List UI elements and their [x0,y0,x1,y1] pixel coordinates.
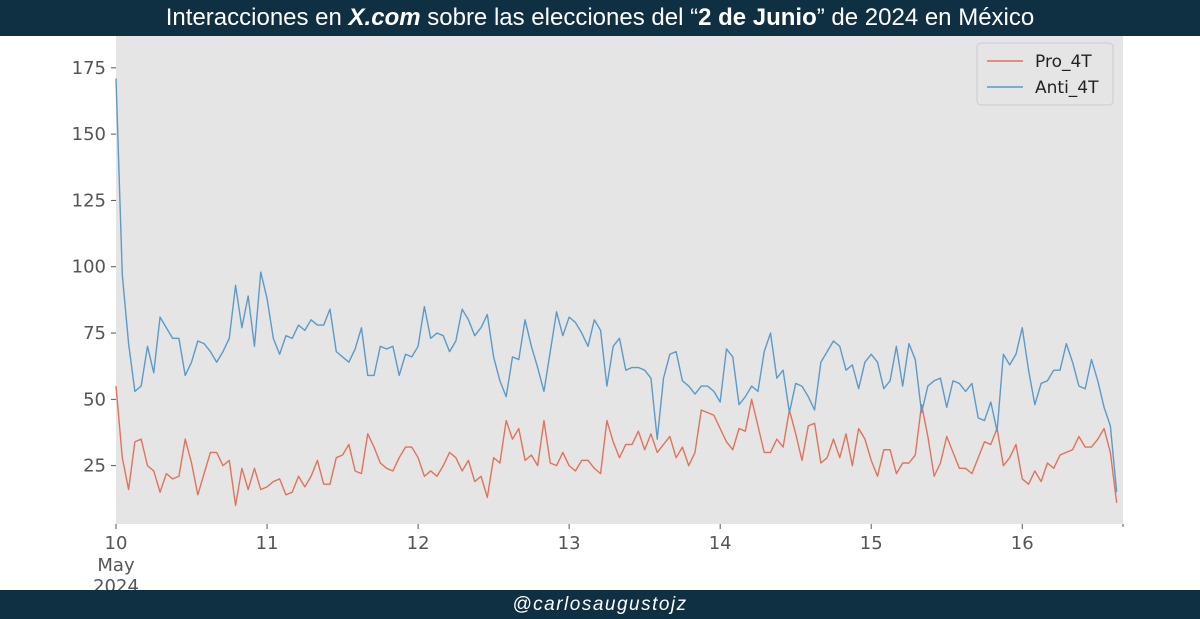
title-text-part5: ” de 2024 en México [816,4,1035,31]
x-tick-label: 15 [860,533,883,554]
footer-bar: @carlosaugustojz [0,590,1200,619]
y-tick-label: 125 [72,190,106,211]
x-tick-sublabel-month: May [97,555,135,576]
legend-box [976,42,1114,106]
title-text-brand: X.com [348,4,421,31]
x-tick-sublabel-year: 2024 [93,576,139,590]
x-tick-label: 16 [1011,533,1034,554]
y-tick-label: 175 [72,58,106,79]
y-tick-label: 100 [72,257,106,278]
legend-label-pro-4t: Pro_4T [1035,52,1092,72]
author-handle: @carlosaugustojz [512,594,688,615]
title-text-part3: sobre las elecciones del “ [420,4,699,31]
x-tick-label: 11 [256,533,279,554]
x-tick-label: 12 [407,533,430,554]
y-tick-label: 75 [83,323,106,344]
x-tick-label: 14 [709,533,732,554]
series-line-pro-4t [115,386,1118,507]
series-line-anti-4t [115,78,1118,493]
title-text-date: 2 de Junio [698,4,817,31]
x-tick-label: 13 [558,533,581,554]
plot-area [116,36,1123,524]
legend-label-anti-4t: Anti_4T [1035,78,1099,98]
title-bar: Interacciones en X.com sobre las eleccio… [0,0,1200,36]
x-tick-label: 10 [105,533,128,554]
y-tick-label: 150 [72,124,106,145]
y-tick-label: 50 [83,389,106,410]
title-text-part1: Interacciones en [165,4,349,31]
y-tick-label: 25 [83,456,106,477]
